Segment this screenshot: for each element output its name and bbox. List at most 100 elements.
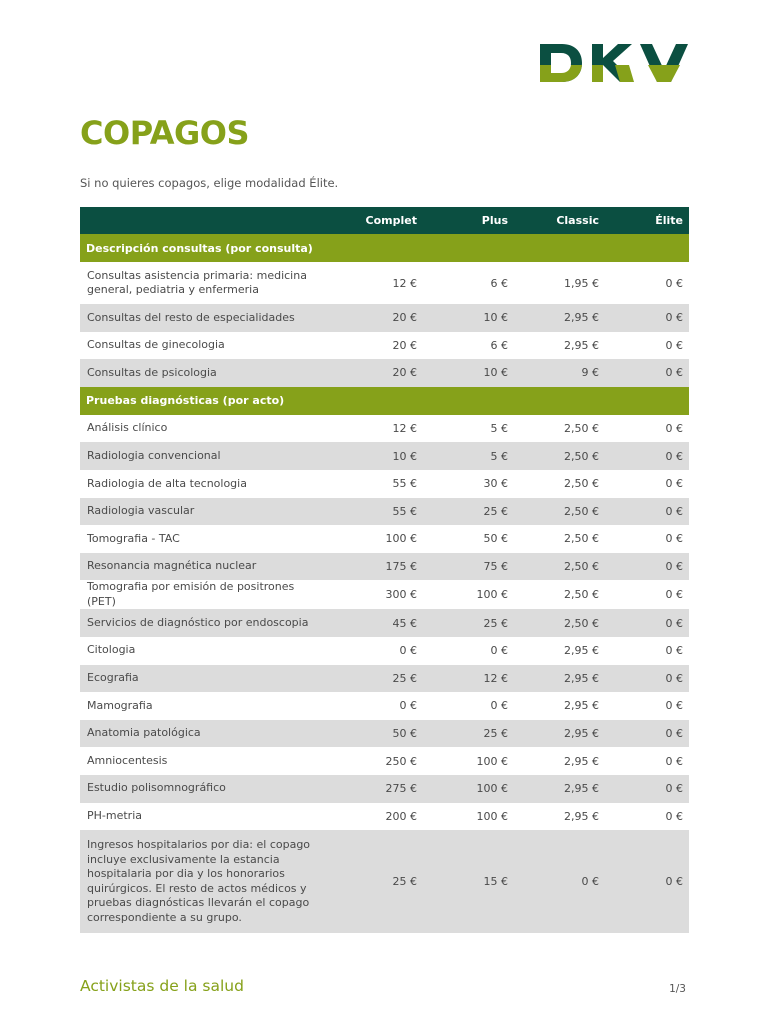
value-complet: 20 €: [392, 366, 418, 380]
row-label: Tomografia por emisión de positrones (PE…: [87, 580, 295, 608]
value-complet: 55 €: [392, 504, 418, 518]
row-label: Consultas asistencia primaria: medicina …: [87, 268, 307, 297]
row-label: Ingresos hospitalarios por dia: el copag…: [87, 838, 311, 924]
table-row: Amniocentesis 250 € 100 € 2,95 € 0 €: [80, 747, 689, 775]
table-row: Radiologia vascular 55 € 25 € 2,50 € 0 €: [80, 497, 689, 526]
value-complet: 300 €: [385, 588, 418, 602]
header-elite: Élite: [655, 214, 683, 227]
value-complet: 12 €: [392, 422, 418, 436]
header-classic: Classic: [556, 214, 599, 227]
table-row: Estudio polisomnográfico 275 € 100 € 2,95 €…: [80, 774, 689, 803]
row-label: Anatomia patológica: [87, 726, 201, 740]
value-complet: 55 €: [392, 477, 418, 491]
header-complet: Complet: [365, 214, 417, 227]
value-elite: 0 €: [665, 477, 684, 491]
value-plus: 12 €: [483, 671, 509, 685]
value-plus: 5 €: [490, 449, 509, 463]
value-complet: 200 €: [385, 809, 418, 823]
value-classic: 2,95 €: [564, 782, 599, 796]
value-complet: 275 €: [385, 782, 418, 796]
value-classic: 2,50 €: [564, 532, 599, 546]
table-row: Tomografia - TAC 100 € 50 € 2,50 € 0 €: [80, 525, 689, 553]
value-classic: 2,50 €: [564, 588, 599, 602]
copay-table: Complet Plus Classic Élite Descripción c…: [80, 207, 689, 934]
value-elite: 0 €: [665, 276, 684, 290]
value-complet: 20 €: [392, 338, 418, 352]
value-plus: 25 €: [483, 727, 509, 741]
value-complet: 50 €: [392, 727, 418, 741]
value-classic: 2,95 €: [564, 311, 599, 325]
row-label: Radiologia de alta tecnologia: [87, 476, 247, 490]
table-row: Consultas del resto de especialidades 20 …: [80, 304, 689, 332]
table-row: Radiologia de alta tecnologia 55 € 30 € 2,5…: [80, 470, 689, 498]
row-label: Citologia: [87, 643, 136, 657]
value-complet: 0 €: [399, 699, 418, 713]
table-row: Ingresos hospitalarios por dia: el copag…: [80, 830, 689, 934]
value-plus: 25 €: [483, 504, 509, 518]
value-classic: 2,50 €: [564, 560, 599, 574]
value-plus: 100 €: [476, 782, 509, 796]
table-row: Mamografia 0 € 0 € 2,95 € 0 €: [80, 692, 689, 720]
value-plus: 10 €: [483, 366, 509, 380]
value-classic: 2,95 €: [564, 644, 599, 658]
value-complet: 0 €: [399, 644, 418, 658]
table-row: Consultas de psicologia 20 € 10 € 9 € 0 €: [80, 359, 689, 387]
value-plus: 0 €: [490, 699, 509, 713]
value-plus: 15 €: [483, 875, 509, 889]
value-complet: 12 €: [392, 276, 418, 290]
row-label: Amniocentesis: [87, 753, 168, 767]
table-row: PH-metria 200 € 100 € 2,95 € 0 €: [80, 803, 689, 831]
value-elite: 0 €: [665, 809, 684, 823]
section-title: Descripción consultas (por consulta): [86, 241, 313, 255]
value-classic: 2,95 €: [564, 671, 599, 685]
header-plus: Plus: [481, 214, 508, 227]
row-label: Ecografia: [87, 671, 139, 685]
value-elite: 0 €: [665, 671, 684, 685]
table-row: Consultas de ginecologia 20 € 6 € 2,95 € 0 €: [80, 332, 689, 360]
value-elite: 0 €: [665, 616, 684, 630]
value-classic: 2,50 €: [564, 477, 599, 491]
value-elite: 0 €: [665, 754, 684, 768]
value-elite: 0 €: [665, 366, 684, 380]
table-row: Tomografia por emisión de positrones (PE…: [80, 580, 689, 609]
value-plus: 50 €: [483, 532, 509, 546]
value-elite: 0 €: [665, 532, 684, 546]
row-label: Servicios de diagnóstico por endoscopia: [87, 615, 309, 629]
value-elite: 0 €: [665, 699, 684, 713]
value-elite: 0 €: [665, 504, 684, 518]
table-body: Descripción consultas (por consulta) Cons…: [80, 234, 689, 934]
value-elite: 0 €: [665, 560, 684, 574]
row-label: PH-metria: [87, 809, 142, 823]
value-elite: 0 €: [665, 727, 684, 741]
value-classic: 2,95 €: [564, 754, 599, 768]
value-complet: 20 €: [392, 311, 418, 325]
table-header-row: Complet Plus Classic Élite: [80, 207, 689, 234]
dkv-logo: [540, 44, 688, 82]
value-plus: 100 €: [476, 588, 509, 602]
value-plus: 100 €: [476, 809, 509, 823]
value-plus: 100 €: [476, 754, 509, 768]
value-complet: 10 €: [392, 449, 418, 463]
value-plus: 75 €: [483, 560, 509, 574]
value-classic: 1,95 €: [564, 276, 599, 290]
value-classic: 2,50 €: [564, 504, 599, 518]
table-row: Análisis clínico 12 € 5 € 2,50 € 0 €: [80, 415, 689, 443]
table-row: Radiologia convencional 10 € 5 € 2,50 € 0 €: [80, 442, 689, 470]
row-label: Análisis clínico: [87, 421, 168, 435]
table-row: Servicios de diagnóstico por endoscopia 4…: [80, 609, 689, 637]
value-plus: 6 €: [490, 276, 509, 290]
value-classic: 2,95 €: [564, 727, 599, 741]
table-row: Citologia 0 € 0 € 2,95 € 0 €: [80, 637, 689, 665]
row-label: Resonancia magnética nuclear: [87, 559, 257, 573]
value-classic: 2,95 €: [564, 338, 599, 352]
table-row: Consultas asistencia primaria: medicina …: [80, 262, 689, 304]
section-header-row: Descripción consultas (por consulta): [80, 234, 689, 262]
page-title: COPAGOS: [80, 114, 249, 152]
value-plus: 10 €: [483, 311, 509, 325]
value-plus: 5 €: [490, 422, 509, 436]
row-label: Tomografia - TAC: [87, 531, 180, 545]
row-label: Consultas de psicologia: [87, 365, 217, 379]
section-title: Pruebas diagnósticas (por acto): [86, 394, 285, 408]
value-elite: 0 €: [665, 422, 684, 436]
value-complet: 175 €: [385, 560, 418, 574]
